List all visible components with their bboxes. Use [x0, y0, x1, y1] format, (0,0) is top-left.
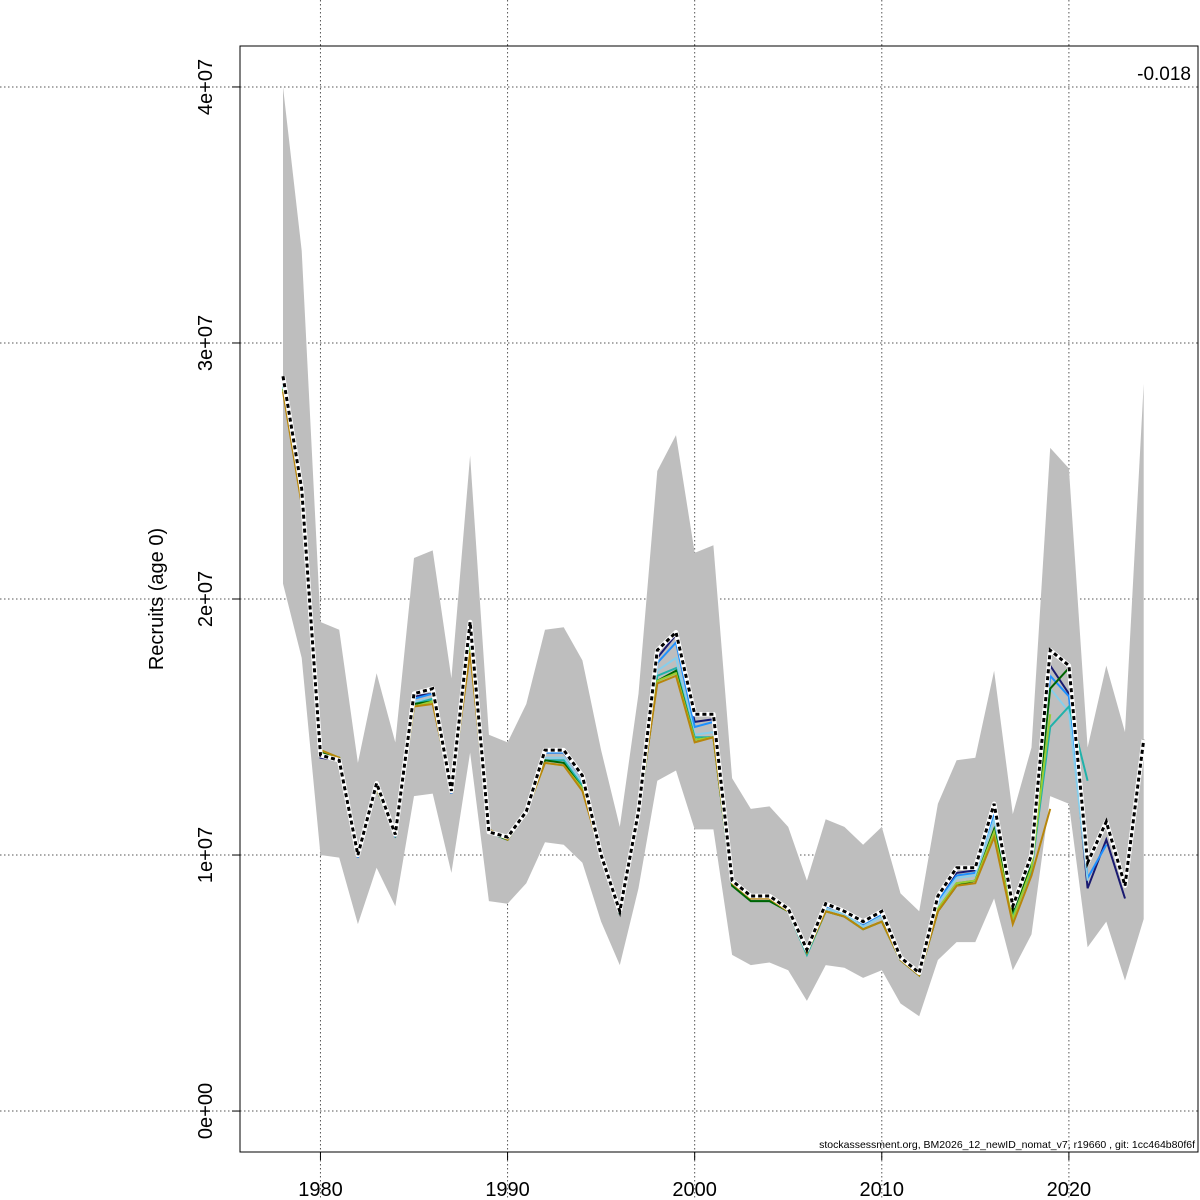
mohn-rho-annotation: -0.018	[1137, 64, 1191, 85]
y-tick-label: 4e+07	[195, 59, 217, 115]
x-tick-label: 2010	[860, 1179, 905, 1200]
series-line-base	[281, 376, 1146, 976]
y-tick-label: 2e+07	[195, 571, 217, 627]
series-line-peel	[282, 381, 1108, 978]
x-tick-label: 2020	[1047, 1179, 1092, 1200]
y-tick-label: 3e+07	[195, 315, 217, 371]
axes: 1980 1990 2000 2010 2020 0e+00 1e+07 2e+07 3e+07…	[195, 59, 1091, 1200]
confidence-band	[283, 87, 1144, 1017]
series-lines	[280, 375, 1146, 978]
confidence-band-area	[283, 87, 1144, 1017]
x-tick-label: 1980	[298, 1179, 343, 1200]
y-tick-label: 1e+07	[195, 827, 217, 883]
source-footnote: stockassessment.org, BM2026_12_newID_nom…	[819, 1139, 1195, 1151]
x-tick-label: 2000	[672, 1179, 717, 1200]
series-line-peel	[282, 383, 1089, 978]
y-tick-label: 0e+00	[195, 1083, 217, 1139]
x-tick-label: 1990	[485, 1179, 530, 1200]
y-axis-label: Recruits (age 0)	[146, 528, 168, 670]
